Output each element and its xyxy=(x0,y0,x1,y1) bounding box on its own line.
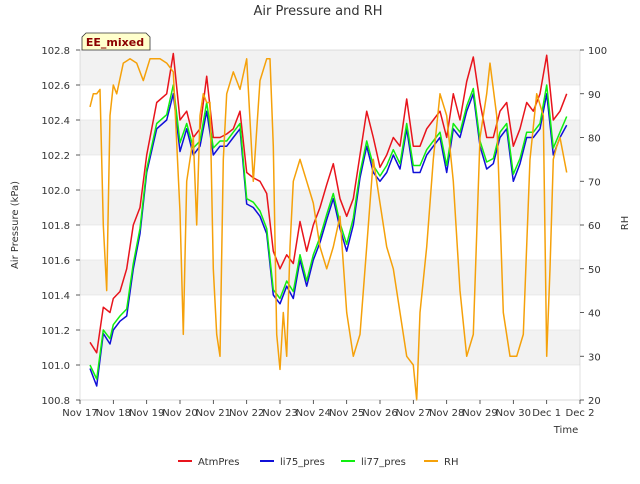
y-right-tick-label: 30 xyxy=(588,352,601,363)
x-tick-label: Nov 18 xyxy=(96,408,131,419)
y-left-tick-label: 102.8 xyxy=(41,46,70,57)
x-tick-label: Nov 23 xyxy=(262,408,297,419)
x-tick-label: Nov 27 xyxy=(396,408,431,419)
y-left-tick-label: 102.6 xyxy=(41,81,70,92)
y-left-tick-label: 101.4 xyxy=(41,291,70,302)
series-line-li75-pres xyxy=(89,93,568,387)
x-tick-label: Nov 17 xyxy=(62,408,97,419)
badge-text: EE_mixed xyxy=(86,36,144,49)
x-tick-label: Nov 21 xyxy=(196,408,231,419)
badge-box xyxy=(81,32,151,51)
legend-label: li77_pres xyxy=(361,457,406,468)
x-tick-label: Nov 25 xyxy=(329,408,364,419)
y-axis-right-ticks: 20 30 40 50 60 70 80 90 100 xyxy=(580,46,607,407)
x-axis-label: Time xyxy=(553,425,578,436)
x-tick-label: Nov 20 xyxy=(162,408,197,419)
series-line-atmpres xyxy=(89,52,568,354)
y-left-tick-label: 102.2 xyxy=(41,151,70,162)
x-tick-label: Nov 26 xyxy=(362,408,397,419)
x-tick-label: Dec 2 xyxy=(566,408,595,419)
y-left-tick-label: 101.6 xyxy=(41,256,70,267)
y-right-tick-label: 40 xyxy=(588,309,601,320)
legend-label: li75_pres xyxy=(280,457,325,468)
y-left-tick-label: 102.0 xyxy=(41,186,70,197)
x-tick-label: Nov 28 xyxy=(429,408,464,419)
y-right-tick-label: 50 xyxy=(588,265,601,276)
grid-band xyxy=(80,330,580,365)
y-left-tick-label: 100.8 xyxy=(41,396,70,407)
y-right-tick-label: 80 xyxy=(588,134,601,145)
legend-label: AtmPres xyxy=(198,457,239,468)
x-tick-label: Nov 22 xyxy=(229,408,264,419)
x-tick-label: Dec 1 xyxy=(532,408,561,419)
y-right-tick-label: 20 xyxy=(588,396,601,407)
y-left-tick-label: 101.0 xyxy=(41,361,70,372)
x-tick-label: Nov 29 xyxy=(462,408,497,419)
y-right-tick-label: 100 xyxy=(588,46,607,57)
series-group xyxy=(89,52,568,401)
y-right-tick-label: 60 xyxy=(588,221,601,232)
series-line-li77-pres xyxy=(89,84,568,380)
chart-title: Air Pressure and RH xyxy=(253,4,382,19)
legend-label: RH xyxy=(444,457,458,468)
y-left-tick-label: 101.2 xyxy=(41,326,70,337)
plot-area xyxy=(79,49,581,401)
y-left-tick-label: 102.4 xyxy=(41,116,70,127)
y-left-tick-label: 101.8 xyxy=(41,221,70,232)
y-right-tick-label: 90 xyxy=(588,90,601,101)
grid-band xyxy=(80,50,580,85)
site-badge: EE_mixed xyxy=(81,32,151,51)
x-tick-label: Nov 24 xyxy=(296,408,331,419)
legend: AtmPres li75_pres li77_pres RH xyxy=(178,457,458,468)
x-tick-label: Nov 30 xyxy=(496,408,531,419)
y-right-tick-label: 70 xyxy=(588,177,601,188)
series-line-rh xyxy=(89,58,568,401)
y-axis-left-ticks: 100.8 101.0 101.2 101.4 101.6 101.8 102.0 102.2… xyxy=(41,46,80,407)
y-axis-right-label: RH xyxy=(620,216,631,230)
grid-band xyxy=(80,260,580,295)
x-tick-label: Nov 19 xyxy=(129,408,164,419)
y-axis-left-label: Air Pressure (kPa) xyxy=(10,181,21,269)
